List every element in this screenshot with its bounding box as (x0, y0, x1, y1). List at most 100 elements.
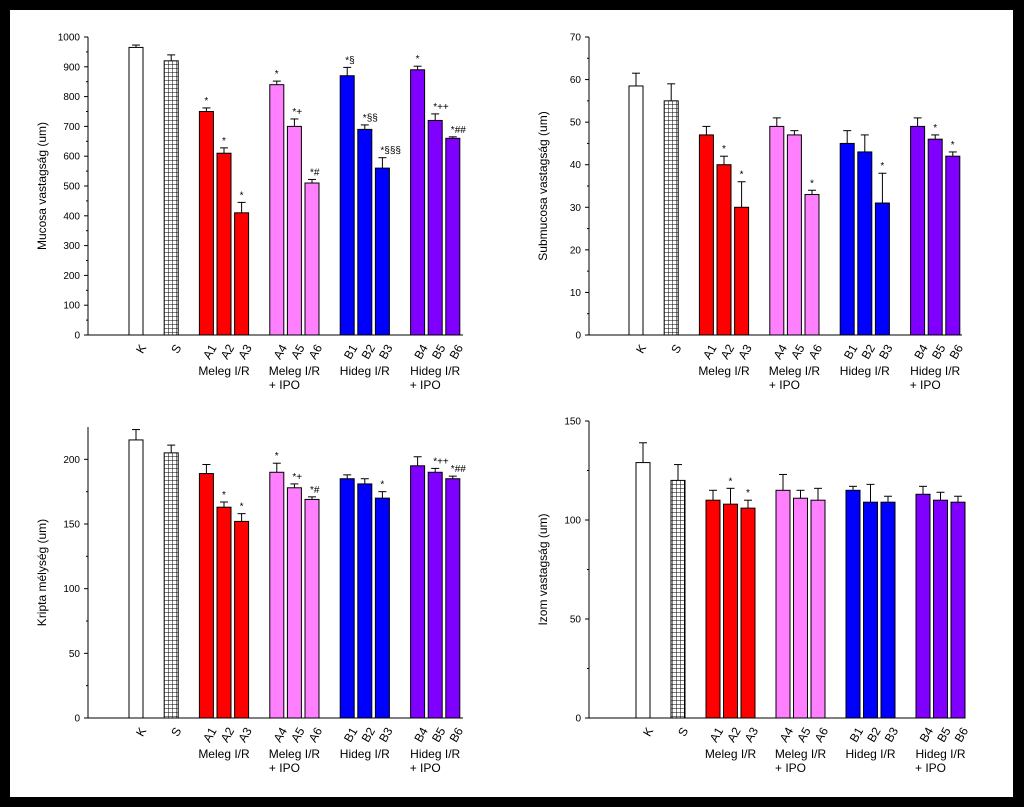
x-tick-label: S (168, 342, 184, 356)
bar-control-k (128, 46, 144, 336)
bar-cold-ipo-b4 (915, 493, 931, 719)
x-tick-label: B6 (947, 342, 967, 362)
y-tick-label: 500 (63, 182, 80, 193)
y-tick-label: 0 (575, 331, 581, 342)
bar-warm-a2 (216, 152, 232, 336)
x-tick-label: A6 (306, 725, 326, 745)
bar-warm-ipo-a5 (786, 134, 802, 336)
significance-label: *# (310, 167, 320, 178)
x-tick-label: B6 (447, 725, 467, 745)
bar-control-k (628, 85, 644, 336)
significance-label: *++ (433, 456, 449, 467)
x-tick-label: B2 (359, 725, 379, 745)
significance-label: *+ (292, 472, 302, 483)
significance-label: *§§ (363, 113, 378, 124)
y-tick-label: 50 (570, 118, 582, 129)
x-tick-label: A4 (771, 342, 791, 362)
bar-cold-b1 (845, 489, 861, 719)
group-label-warm-ipo: Meleg I/R (769, 364, 821, 378)
y-tick-label: 200 (63, 271, 80, 282)
y-tick-label: 50 (570, 615, 582, 626)
x-tick-label: A5 (288, 725, 308, 745)
group-label-warm-ipo: Meleg I/R (269, 747, 321, 761)
bar-cold-b3 (880, 501, 896, 719)
bar-warm-a1 (198, 111, 214, 336)
y-tick-label: 0 (74, 331, 80, 342)
group-label-cold-ipo-sub: + IPO (410, 378, 441, 392)
group-label-cold-ipo: Hideg I/R (410, 747, 460, 761)
significance-label: * (722, 144, 726, 155)
x-tick-label: A6 (306, 342, 326, 362)
y-axis-label: Mucosa vastagság (um) (35, 122, 49, 250)
y-tick-label: 800 (63, 92, 80, 103)
bar-warm-a3 (740, 507, 756, 719)
chart-izom: 0 50 100 150 Izom vastagság (um) K S A1 * A2 * A3 A4… (536, 417, 971, 776)
y-tick-label: 0 (575, 714, 581, 725)
x-tick-label: B1 (841, 342, 861, 362)
x-tick-label: S (675, 725, 691, 739)
chart-kripta: 0 50 100 150 200 Kripta mélység (um) K S A1 * A2 * A… (35, 427, 466, 775)
x-tick-label: B3 (882, 725, 902, 745)
significance-label: * (222, 136, 226, 147)
bar-warm-ipo-a6 (304, 182, 320, 336)
x-tick-label: B5 (929, 342, 949, 362)
significance-label: * (810, 178, 814, 189)
y-tick-label: 600 (63, 152, 80, 163)
x-tick-label: A2 (218, 342, 238, 362)
x-tick-label: B4 (911, 342, 931, 362)
x-tick-label: K (633, 342, 649, 356)
bar-cold-ipo-b5 (427, 471, 443, 719)
significance-label: * (240, 502, 244, 513)
chart-mucosa: 0 100 200 300 400 500 600 700 800 900 1000 Mucosa v… (35, 33, 466, 393)
y-tick-label: 300 (63, 241, 80, 252)
y-tick-label: 200 (63, 455, 80, 466)
bar-cold-b2 (357, 483, 373, 719)
bar-cold-ipo-b4 (910, 125, 926, 336)
significance-label: * (240, 190, 244, 201)
bar-warm-ipo-a4 (769, 125, 785, 336)
significance-label: * (746, 488, 750, 499)
x-tick-label: B4 (411, 342, 431, 362)
group-label-warm-ipo: Meleg I/R (269, 364, 321, 378)
bar-cold-ipo-b4 (410, 465, 426, 719)
bar-cold-b2 (357, 128, 373, 336)
x-tick-label: A3 (235, 725, 255, 745)
x-tick-label: B1 (847, 725, 867, 745)
y-tick-label: 100 (63, 301, 80, 312)
bar-warm-a1 (698, 134, 714, 336)
bar-cold-ipo-b4 (410, 69, 426, 336)
bar-cold-b1 (339, 75, 355, 336)
x-tick-label: A4 (777, 725, 797, 745)
group-label-cold-ipo-sub: + IPO (410, 761, 441, 775)
x-tick-label: B1 (341, 725, 361, 745)
group-label-warm-ipo-sub: + IPO (769, 378, 800, 392)
bar-cold-ipo-b6 (945, 155, 961, 336)
y-axis-label: Kripta mélység (um) (35, 519, 49, 626)
significance-label: *# (310, 485, 320, 496)
y-tick-label: 150 (63, 520, 80, 531)
y-tick-label: 30 (570, 203, 582, 214)
bar-cold-ipo-b6 (950, 501, 966, 719)
bar-sham-s (663, 100, 679, 336)
x-tick-label: A5 (788, 342, 808, 362)
x-tick-label: A2 (724, 725, 744, 745)
significance-label: * (380, 480, 384, 491)
bar-warm-ipo-a5 (286, 125, 302, 336)
significance-label: * (933, 123, 937, 134)
y-tick-label: 700 (63, 122, 80, 133)
bar-warm-ipo-a4 (269, 84, 285, 336)
bar-control-k (128, 439, 144, 719)
bar-warm-a2 (216, 506, 232, 719)
y-axis-label: Submucosa vastagság (um) (536, 111, 550, 260)
significance-label: * (275, 451, 279, 462)
x-tick-label: B5 (429, 725, 449, 745)
y-tick-label: 40 (570, 160, 582, 171)
y-tick-label: 100 (564, 516, 581, 527)
bar-warm-a1 (198, 473, 214, 719)
bar-warm-ipo-a4 (775, 489, 791, 719)
group-label-cold: Hideg I/R (845, 747, 895, 761)
x-tick-label: A1 (700, 342, 720, 362)
x-tick-label: B2 (859, 342, 879, 362)
x-tick-label: A5 (794, 725, 814, 745)
